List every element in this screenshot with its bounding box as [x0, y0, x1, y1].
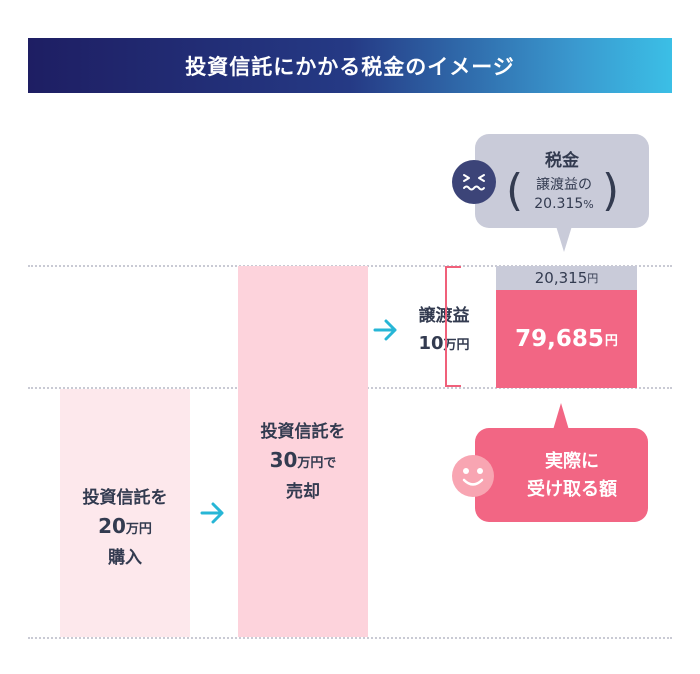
page-title: 投資信託にかかる税金のイメージ [185, 54, 515, 79]
tax-detail-rate: 20.315% [534, 196, 594, 212]
purchase-label: 投資信託を 20万円 購入 [60, 484, 190, 572]
arrow-right-icon [200, 502, 224, 524]
gain-amount: 10万円 [418, 333, 470, 354]
gain-label: 譲渡益 10万円 [405, 302, 483, 360]
gain-bracket [445, 266, 461, 387]
sale-line1: 投資信託を [260, 422, 346, 442]
sale-label: 投資信託を 30万円で 売却 [238, 418, 368, 506]
sale-line3: 売却 [286, 482, 320, 502]
tax-bubble-title: 税金 [545, 151, 579, 171]
guide-line-bottom [28, 637, 672, 639]
tax-detail-line1: 譲渡益の [536, 177, 592, 193]
purchase-block [60, 389, 190, 637]
distressed-face-icon [452, 160, 496, 204]
right-paren-icon: ) [602, 165, 620, 216]
purchase-amount: 20万円 [98, 514, 152, 538]
net-bubble-line1: 実際に [545, 451, 599, 472]
net-speech-bubble [475, 428, 648, 522]
tax-bubble-tail [556, 226, 572, 252]
left-paren-icon: ( [506, 165, 524, 216]
net-bubble-line2: 受け取る額 [527, 479, 617, 500]
sale-block [238, 266, 368, 637]
gain-line1: 譲渡益 [418, 306, 470, 326]
purchase-line3: 購入 [108, 548, 142, 568]
tax-amount-value: 20,315 [534, 269, 588, 287]
net-bubble-tail [553, 403, 569, 430]
tax-speech-bubble [475, 134, 649, 228]
tax-amount-unit: 円 [587, 272, 599, 285]
tax-amount-strip: 20,315 円 [496, 266, 637, 290]
purchase-line1: 投資信託を [82, 488, 168, 508]
net-bubble-text: 実際に 受け取る額 [497, 448, 647, 504]
sale-amount: 30万円で [269, 448, 337, 472]
net-amount-unit: 円 [604, 333, 618, 349]
net-amount-box: 79,685 円 [496, 290, 637, 388]
net-amount-value: 79,685 [515, 326, 604, 352]
tax-bubble-detail: 譲渡益の 20.315% [520, 176, 608, 214]
smiling-face-icon [452, 455, 494, 497]
arrow-right-icon [373, 319, 397, 341]
title-banner: 投資信託にかかる税金のイメージ [28, 38, 672, 93]
